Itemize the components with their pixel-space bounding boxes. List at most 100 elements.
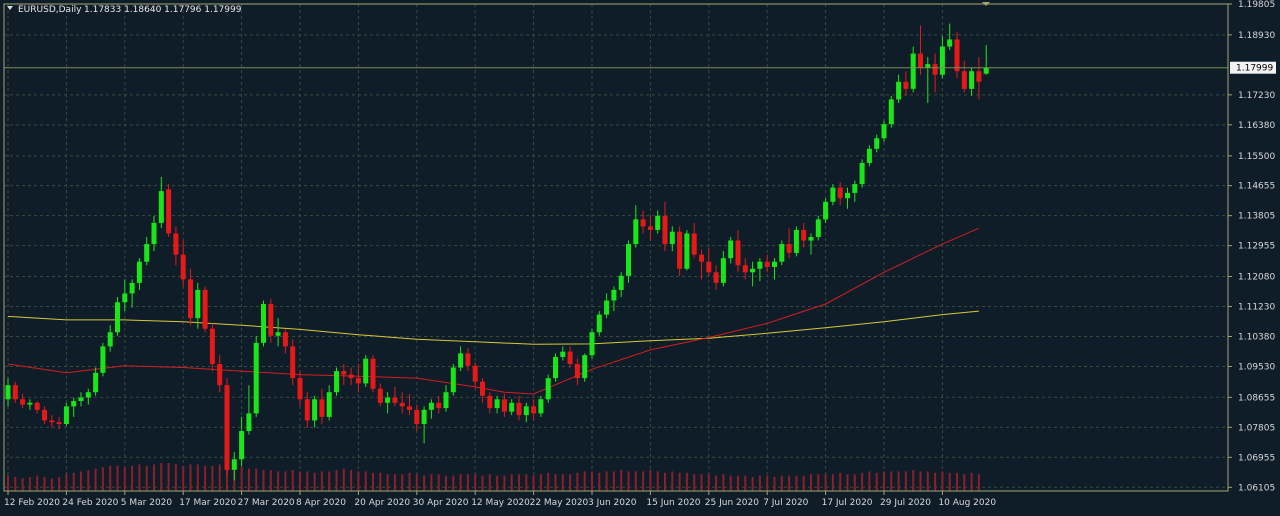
- candle[interactable]: [253, 335, 259, 417]
- candle[interactable]: [173, 226, 179, 266]
- candle[interactable]: [757, 258, 763, 282]
- candle[interactable]: [49, 415, 55, 428]
- candle[interactable]: [662, 201, 668, 252]
- candle[interactable]: [647, 215, 653, 241]
- candle[interactable]: [370, 355, 376, 393]
- candle[interactable]: [655, 210, 661, 234]
- candle[interactable]: [509, 399, 515, 416]
- candle[interactable]: [735, 229, 741, 273]
- candle[interactable]: [465, 348, 471, 372]
- candle[interactable]: [334, 367, 339, 396]
- candle[interactable]: [793, 226, 799, 257]
- candle[interactable]: [428, 399, 434, 419]
- candle[interactable]: [523, 402, 529, 423]
- candle[interactable]: [538, 395, 544, 417]
- candle[interactable]: [611, 286, 617, 312]
- candles[interactable]: [5, 23, 989, 481]
- candle[interactable]: [808, 233, 814, 255]
- candle[interactable]: [516, 395, 522, 421]
- candle[interactable]: [954, 32, 960, 79]
- candle[interactable]: [772, 258, 777, 280]
- candle[interactable]: [903, 71, 909, 96]
- candle[interactable]: [640, 210, 646, 234]
- candle[interactable]: [217, 355, 223, 393]
- candle[interactable]: [392, 386, 398, 407]
- candle[interactable]: [494, 395, 500, 414]
- candle[interactable]: [560, 346, 566, 361]
- candle[interactable]: [574, 358, 580, 386]
- candle[interactable]: [837, 182, 843, 206]
- candle[interactable]: [728, 237, 734, 264]
- candle[interactable]: [399, 392, 405, 414]
- candle[interactable]: [297, 371, 303, 407]
- candle[interactable]: [282, 328, 288, 354]
- candle[interactable]: [341, 364, 347, 386]
- candle[interactable]: [290, 339, 296, 386]
- candle[interactable]: [224, 378, 230, 476]
- candle[interactable]: [750, 261, 756, 287]
- candle[interactable]: [830, 184, 836, 206]
- candle[interactable]: [136, 258, 142, 290]
- candle[interactable]: [261, 300, 266, 347]
- candle[interactable]: [961, 60, 967, 93]
- candle[interactable]: [458, 346, 464, 372]
- candle[interactable]: [947, 23, 953, 51]
- candle[interactable]: [545, 374, 551, 403]
- candle[interactable]: [195, 282, 201, 329]
- candle[interactable]: [939, 35, 945, 79]
- candle[interactable]: [231, 452, 237, 481]
- candle[interactable]: [866, 145, 872, 167]
- candle[interactable]: [209, 323, 215, 372]
- candle[interactable]: [166, 184, 172, 238]
- candle[interactable]: [326, 385, 332, 421]
- candle[interactable]: [312, 395, 318, 428]
- candle[interactable]: [20, 393, 26, 409]
- candle[interactable]: [348, 367, 354, 386]
- candle[interactable]: [180, 240, 186, 287]
- candle[interactable]: [779, 240, 785, 266]
- candle[interactable]: [42, 406, 47, 424]
- candle[interactable]: [151, 215, 157, 252]
- candle[interactable]: [801, 222, 807, 248]
- candle[interactable]: [983, 45, 989, 75]
- candle[interactable]: [582, 353, 588, 382]
- candle[interactable]: [239, 416, 245, 467]
- candle[interactable]: [501, 393, 507, 417]
- collapse-arrow-icon[interactable]: [7, 6, 13, 10]
- candle[interactable]: [85, 388, 91, 405]
- candle[interactable]: [589, 328, 595, 359]
- candle[interactable]: [531, 399, 537, 421]
- candle[interactable]: [918, 25, 923, 75]
- candle[interactable]: [12, 381, 18, 403]
- candle[interactable]: [553, 353, 558, 382]
- candle[interactable]: [925, 57, 931, 103]
- candle[interactable]: [720, 251, 726, 287]
- candle[interactable]: [764, 254, 770, 273]
- candle[interactable]: [881, 120, 887, 142]
- time-axis[interactable]: 12 Feb 2020 24 Feb 2020 5 Mar 2020 17 Mar 2…: [4, 491, 996, 508]
- candle[interactable]: [845, 187, 850, 209]
- candle[interactable]: [34, 401, 40, 414]
- candle[interactable]: [122, 279, 128, 312]
- candle[interactable]: [859, 159, 865, 188]
- candle[interactable]: [414, 404, 420, 432]
- candle[interactable]: [450, 364, 456, 396]
- candle[interactable]: [786, 228, 792, 259]
- candle[interactable]: [604, 293, 610, 319]
- candle[interactable]: [618, 272, 624, 297]
- candle[interactable]: [275, 318, 281, 347]
- candle[interactable]: [976, 57, 982, 100]
- candle[interactable]: [144, 237, 150, 266]
- shift-marker-icon[interactable]: [982, 2, 990, 6]
- candle[interactable]: [699, 249, 704, 280]
- candle[interactable]: [677, 226, 683, 276]
- candle[interactable]: [319, 388, 325, 424]
- candle[interactable]: [472, 362, 478, 389]
- candle[interactable]: [107, 325, 113, 352]
- candle[interactable]: [93, 367, 99, 396]
- candle[interactable]: [304, 392, 310, 428]
- candle[interactable]: [896, 74, 902, 103]
- candle[interactable]: [932, 53, 938, 93]
